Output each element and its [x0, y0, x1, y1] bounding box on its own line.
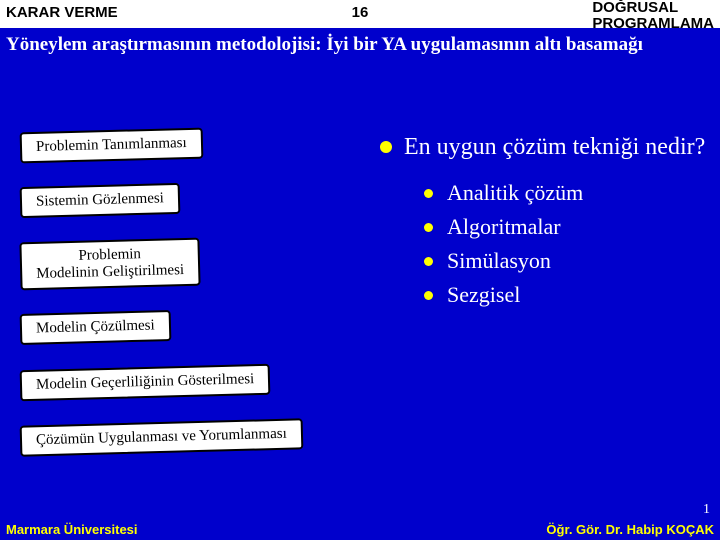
footer-left: Marmara Üniversitesi [6, 522, 138, 537]
header-left: KARAR VERME [6, 4, 118, 21]
main-question: En uygun çözüm tekniği nedir? [380, 132, 705, 162]
step-box-3: Problemin Modelinin Geliştirilmesi [19, 238, 200, 291]
bullet-icon [424, 223, 433, 232]
slide: KARAR VERME 16 DOĞRUSAL PROGRAMLAMA Yöne… [0, 0, 720, 540]
header-bar: KARAR VERME 16 DOĞRUSAL PROGRAMLAMA [0, 0, 720, 28]
header-right-line1: DOĞRUSAL [592, 0, 678, 16]
header-right-line2: PROGRAMLAMA [592, 15, 714, 32]
answer-item: Analitik çözüm [424, 176, 705, 210]
answer-item: Sezgisel [424, 278, 705, 312]
step-box-2: Sistemin Gözlenmesi [20, 183, 181, 218]
footer-right: Öğr. Gör. Dr. Habip KOÇAK [546, 522, 714, 537]
header-right: DOĞRUSAL PROGRAMLAMA [592, 0, 714, 32]
page-number: 1 [703, 502, 710, 518]
step-box-6: Çözümün Uygulanması ve Yorumlanması [20, 418, 304, 456]
answer-item: Simülasyon [424, 244, 705, 278]
slide-subtitle: Yöneylem araştırmasının metodolojisi: İy… [6, 34, 706, 56]
answer-text: Analitik çözüm [447, 176, 583, 210]
footer: Marmara Üniversitesi Öğr. Gör. Dr. Habip… [0, 518, 720, 540]
steps-column: Problemin Tanımlanması Sistemin Gözlenme… [20, 130, 303, 477]
step-box-1: Problemin Tanımlanması [20, 128, 203, 164]
right-content: En uygun çözüm tekniği nedir? Analitik ç… [380, 132, 705, 312]
bullet-icon [424, 291, 433, 300]
step-box-5: Modelin Geçerliliğinin Gösterilmesi [20, 364, 271, 402]
answer-item: Algoritmalar [424, 210, 705, 244]
bullet-icon [380, 141, 392, 153]
slide-number-header: 16 [352, 4, 369, 21]
answers-list: Analitik çözüm Algoritmalar Simülasyon S… [424, 176, 705, 312]
answer-text: Simülasyon [447, 244, 551, 278]
question-text: En uygun çözüm tekniği nedir? [404, 132, 705, 162]
step-box-4: Modelin Çözülmesi [20, 310, 172, 345]
answer-text: Algoritmalar [447, 210, 561, 244]
bullet-icon [424, 257, 433, 266]
answer-text: Sezgisel [447, 278, 520, 312]
bullet-icon [424, 189, 433, 198]
